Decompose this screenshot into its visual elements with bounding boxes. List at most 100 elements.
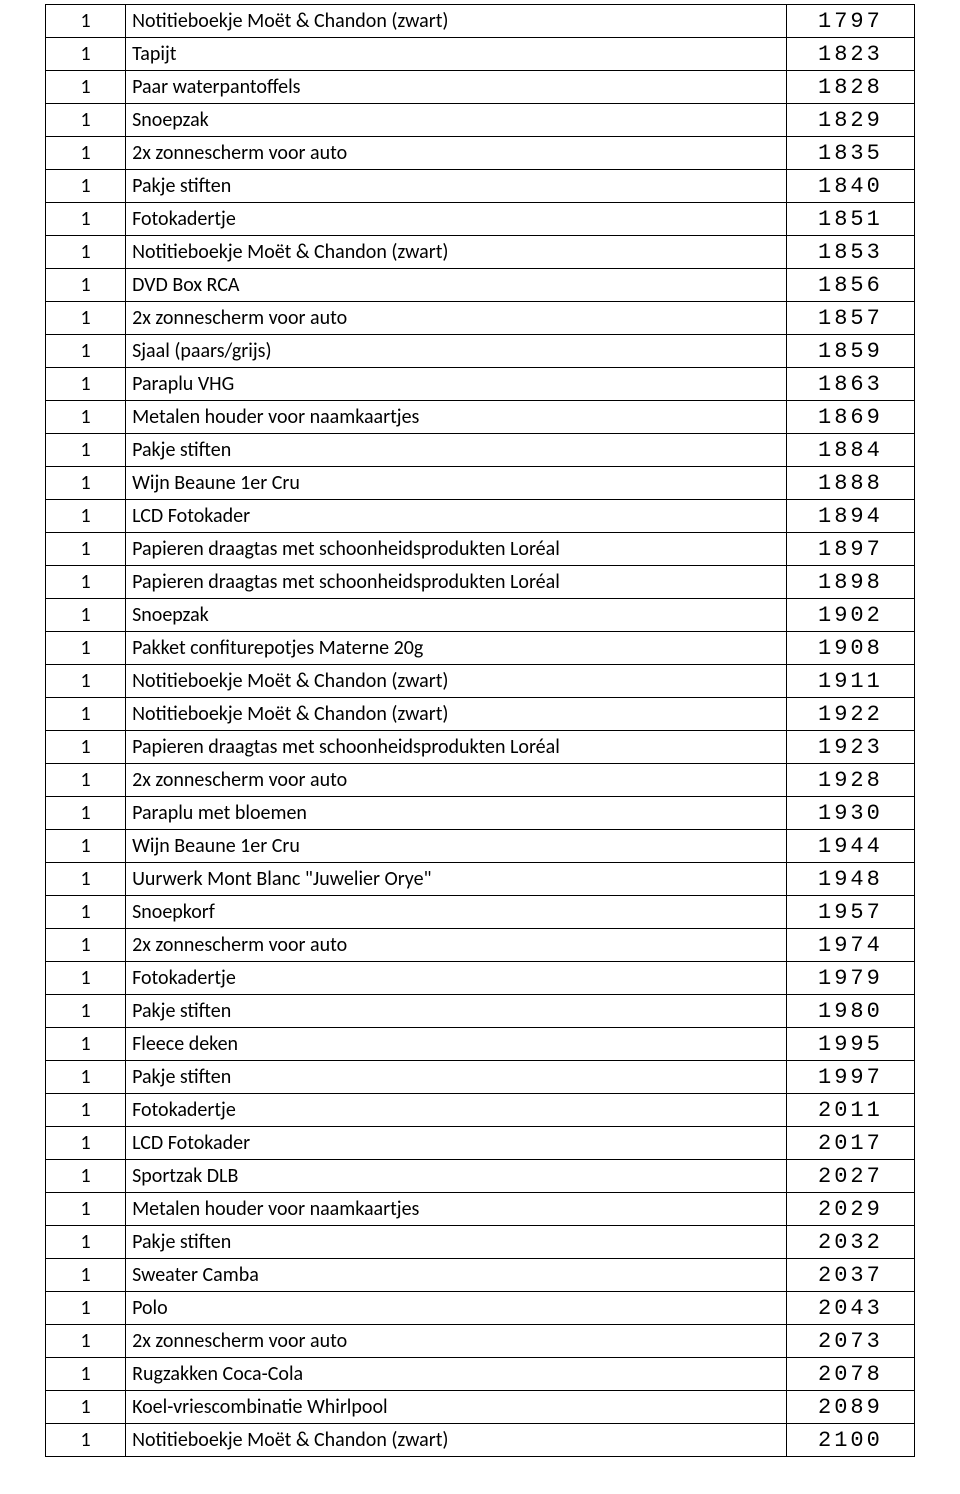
number-cell: 2029 [786, 1193, 914, 1226]
table-row: 1Polo2043 [46, 1292, 915, 1325]
description-cell: LCD Fotokader [126, 1127, 787, 1160]
description-cell: Pakje stiften [126, 1226, 787, 1259]
qty-cell: 1 [46, 1061, 126, 1094]
description-cell: Pakje stiften [126, 170, 787, 203]
description-cell: Polo [126, 1292, 787, 1325]
description-cell: Pakket confiturepotjes Materne 20g [126, 632, 787, 665]
qty-cell: 1 [46, 434, 126, 467]
qty-cell: 1 [46, 830, 126, 863]
qty-cell: 1 [46, 1325, 126, 1358]
description-cell: Notitieboekje Moët & Chandon (zwart) [126, 1424, 787, 1457]
table-row: 1Notitieboekje Moët & Chandon (zwart)191… [46, 665, 915, 698]
table-row: 1Uurwerk Mont Blanc "Juwelier Orye"1948 [46, 863, 915, 896]
description-cell: Notitieboekje Moët & Chandon (zwart) [126, 665, 787, 698]
description-cell: Notitieboekje Moët & Chandon (zwart) [126, 698, 787, 731]
table-row: 12x zonnescherm voor auto1928 [46, 764, 915, 797]
table-row: 1Snoepkorf1957 [46, 896, 915, 929]
qty-cell: 1 [46, 599, 126, 632]
qty-cell: 1 [46, 38, 126, 71]
qty-cell: 1 [46, 1127, 126, 1160]
qty-cell: 1 [46, 665, 126, 698]
qty-cell: 1 [46, 731, 126, 764]
description-cell: Papieren draagtas met schoonheidsprodukt… [126, 731, 787, 764]
description-cell: Tapijt [126, 38, 787, 71]
description-cell: Fotokadertje [126, 1094, 787, 1127]
qty-cell: 1 [46, 1160, 126, 1193]
qty-cell: 1 [46, 1358, 126, 1391]
number-cell: 1995 [786, 1028, 914, 1061]
description-cell: Wijn Beaune 1er Cru [126, 467, 787, 500]
qty-cell: 1 [46, 797, 126, 830]
number-cell: 1944 [786, 830, 914, 863]
description-cell: Fleece deken [126, 1028, 787, 1061]
description-cell: Papieren draagtas met schoonheidsprodukt… [126, 566, 787, 599]
table-row: 1Fotokadertje2011 [46, 1094, 915, 1127]
table-row: 1Notitieboekje Moët & Chandon (zwart)192… [46, 698, 915, 731]
table-row: 1Fotokadertje1851 [46, 203, 915, 236]
qty-cell: 1 [46, 1028, 126, 1061]
description-cell: Fotokadertje [126, 962, 787, 995]
description-cell: 2x zonnescherm voor auto [126, 1325, 787, 1358]
table-row: 1Wijn Beaune 1er Cru1944 [46, 830, 915, 863]
qty-cell: 1 [46, 203, 126, 236]
description-cell: Fotokadertje [126, 203, 787, 236]
number-cell: 1856 [786, 269, 914, 302]
number-cell: 1908 [786, 632, 914, 665]
number-cell: 1923 [786, 731, 914, 764]
number-cell: 1979 [786, 962, 914, 995]
qty-cell: 1 [46, 467, 126, 500]
table-row: 1Pakje stiften1997 [46, 1061, 915, 1094]
number-cell: 1894 [786, 500, 914, 533]
table-row: 1Fotokadertje1979 [46, 962, 915, 995]
qty-cell: 1 [46, 335, 126, 368]
qty-cell: 1 [46, 5, 126, 38]
description-cell: Paraplu VHG [126, 368, 787, 401]
qty-cell: 1 [46, 500, 126, 533]
table-body: 1Notitieboekje Moët & Chandon (zwart)179… [46, 5, 915, 1457]
table-row: 1Tapijt1823 [46, 38, 915, 71]
qty-cell: 1 [46, 764, 126, 797]
description-cell: DVD Box RCA [126, 269, 787, 302]
qty-cell: 1 [46, 1391, 126, 1424]
table-row: 1Notitieboekje Moët & Chandon (zwart)179… [46, 5, 915, 38]
table-row: 1Notitieboekje Moët & Chandon (zwart)210… [46, 1424, 915, 1457]
description-cell: 2x zonnescherm voor auto [126, 764, 787, 797]
number-cell: 1897 [786, 533, 914, 566]
qty-cell: 1 [46, 863, 126, 896]
qty-cell: 1 [46, 962, 126, 995]
number-cell: 1829 [786, 104, 914, 137]
number-cell: 1974 [786, 929, 914, 962]
number-cell: 1797 [786, 5, 914, 38]
description-cell: Metalen houder voor naamkaartjes [126, 401, 787, 434]
number-cell: 1828 [786, 71, 914, 104]
number-cell: 2037 [786, 1259, 914, 1292]
description-cell: Metalen houder voor naamkaartjes [126, 1193, 787, 1226]
description-cell: Snoepkorf [126, 896, 787, 929]
number-cell: 1840 [786, 170, 914, 203]
number-cell: 2078 [786, 1358, 914, 1391]
qty-cell: 1 [46, 236, 126, 269]
qty-cell: 1 [46, 1226, 126, 1259]
table-row: 1Paraplu met bloemen1930 [46, 797, 915, 830]
table-row: 1Fleece deken1995 [46, 1028, 915, 1061]
number-cell: 1859 [786, 335, 914, 368]
number-cell: 1948 [786, 863, 914, 896]
number-cell: 1888 [786, 467, 914, 500]
description-cell: Snoepzak [126, 104, 787, 137]
number-cell: 1853 [786, 236, 914, 269]
qty-cell: 1 [46, 566, 126, 599]
table-row: 12x zonnescherm voor auto1835 [46, 137, 915, 170]
number-cell: 1857 [786, 302, 914, 335]
description-cell: Wijn Beaune 1er Cru [126, 830, 787, 863]
qty-cell: 1 [46, 1259, 126, 1292]
number-cell: 1930 [786, 797, 914, 830]
table-row: 1Snoepzak1902 [46, 599, 915, 632]
description-cell: Koel-vriescombinatie Whirlpool [126, 1391, 787, 1424]
table-row: 1Paraplu VHG1863 [46, 368, 915, 401]
qty-cell: 1 [46, 1094, 126, 1127]
table-row: 1Sweater Camba2037 [46, 1259, 915, 1292]
number-cell: 1869 [786, 401, 914, 434]
qty-cell: 1 [46, 929, 126, 962]
qty-cell: 1 [46, 896, 126, 929]
qty-cell: 1 [46, 533, 126, 566]
